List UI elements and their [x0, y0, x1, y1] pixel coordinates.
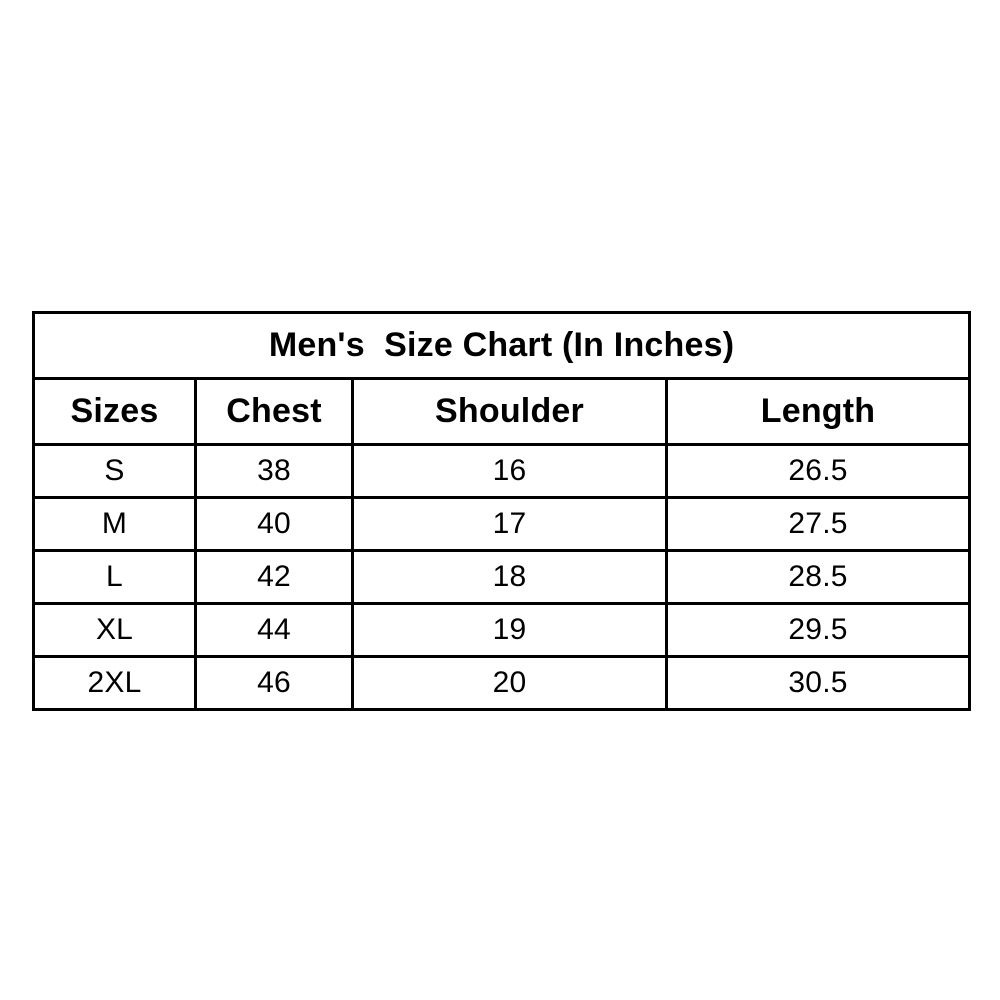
- cell-chest: 44: [194, 602, 354, 658]
- cell-chest: 46: [194, 655, 354, 711]
- title-row: Men's Size Chart (In Inches): [31, 311, 972, 380]
- cell-length: 26.5: [664, 443, 972, 499]
- column-header-sizes: Sizes: [32, 377, 197, 446]
- cell-chest: 40: [194, 496, 354, 552]
- table-row: M 40 17 27.5: [32, 496, 972, 552]
- table-row: 2XL 46 20 30.5: [32, 655, 972, 711]
- column-header-chest: Chest: [194, 377, 354, 446]
- cell-size: M: [32, 496, 197, 552]
- cell-size: 2XL: [32, 655, 197, 711]
- cell-length: 27.5: [664, 496, 972, 552]
- cell-shoulder: 18: [351, 549, 668, 605]
- cell-length: 30.5: [664, 655, 972, 711]
- column-header-length: Length: [664, 377, 972, 446]
- cell-length: 29.5: [664, 602, 972, 658]
- cell-length: 28.5: [664, 549, 972, 605]
- chart-title: Men's Size Chart (In Inches): [31, 311, 972, 380]
- cell-size: L: [32, 549, 197, 605]
- size-chart-table: Men's Size Chart (In Inches) Sizes Chest…: [31, 311, 972, 711]
- table-row: XL 44 19 29.5: [32, 602, 972, 658]
- table-row: S 38 16 26.5: [32, 443, 972, 499]
- cell-shoulder: 19: [351, 602, 668, 658]
- cell-chest: 38: [194, 443, 354, 499]
- cell-chest: 42: [194, 549, 354, 605]
- size-chart-head: Men's Size Chart (In Inches) Sizes Chest…: [31, 311, 972, 446]
- cell-size: S: [32, 443, 197, 499]
- cell-shoulder: 20: [351, 655, 668, 711]
- table-row: L 42 18 28.5: [32, 549, 972, 605]
- cell-size: XL: [32, 602, 197, 658]
- size-chart-container: Men's Size Chart (In Inches) Sizes Chest…: [31, 311, 972, 711]
- size-chart-body: S 38 16 26.5 M 40 17 27.5 L 42 18 28.5: [32, 443, 972, 711]
- cell-shoulder: 16: [351, 443, 668, 499]
- header-row: Sizes Chest Shoulder Length: [32, 377, 972, 446]
- column-header-shoulder: Shoulder: [351, 377, 668, 446]
- cell-shoulder: 17: [351, 496, 668, 552]
